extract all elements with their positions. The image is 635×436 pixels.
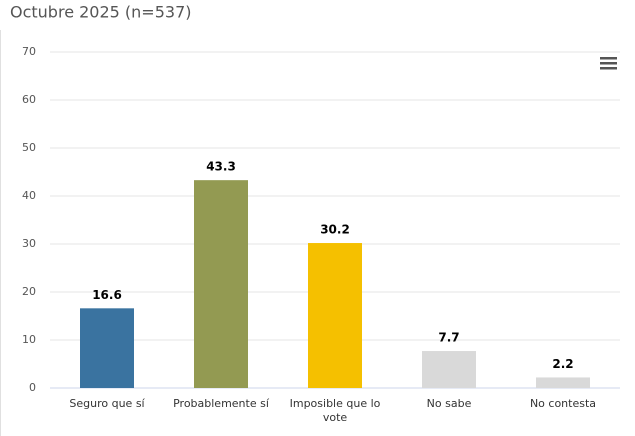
bar [194, 180, 248, 388]
y-tick-label: 10 [22, 333, 36, 346]
y-tick-label: 70 [22, 45, 36, 58]
data-label: 30.2 [320, 223, 350, 237]
y-tick-label: 20 [22, 285, 36, 298]
bar [422, 351, 476, 388]
x-tick-label: No contesta [529, 397, 597, 410]
x-tick-label: Imposible que lo vote [289, 397, 381, 424]
data-label: 7.7 [438, 331, 459, 345]
bar [80, 308, 134, 388]
y-tick-label: 50 [22, 141, 36, 154]
y-tick-label: 30 [22, 237, 36, 250]
y-tick-label: 0 [29, 381, 36, 394]
menu-bar [600, 57, 617, 60]
x-tick-label: Seguro que sí [69, 397, 145, 410]
bar [536, 377, 590, 388]
y-tick-label: 60 [22, 93, 36, 106]
menu-icon[interactable] [600, 57, 617, 70]
x-tick-label: Probablemente sí [173, 397, 269, 410]
data-label: 2.2 [552, 357, 573, 371]
bar [308, 243, 362, 388]
menu-bar [600, 67, 617, 70]
data-label: 16.6 [92, 288, 122, 302]
x-tick-label: No sabe [426, 397, 472, 410]
chart-title: Octubre 2025 (n=537) [10, 3, 192, 22]
data-label: 43.3 [206, 160, 236, 174]
menu-bar [600, 62, 617, 65]
y-tick-label: 40 [22, 189, 36, 202]
